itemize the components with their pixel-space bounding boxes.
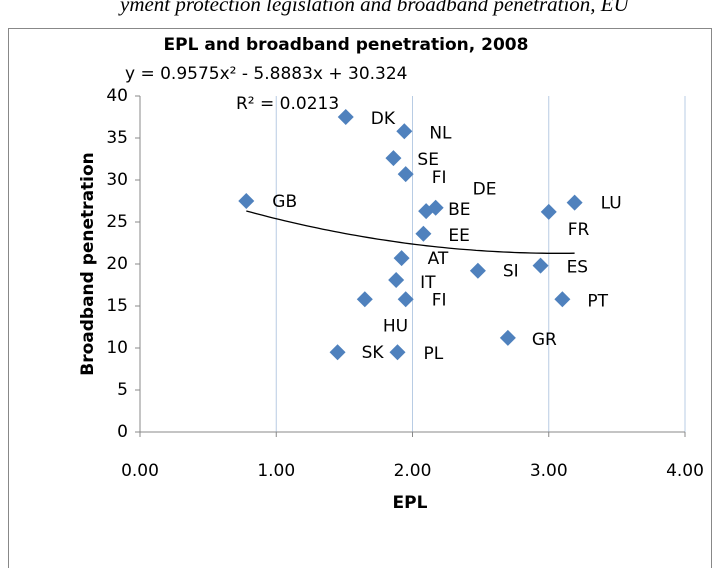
y-tick-label: 0 [117,422,128,442]
point [397,291,414,308]
point [337,109,354,125]
point-label: SI [503,262,519,282]
point-label: FI [432,290,447,310]
point [566,194,583,211]
point-label: PL [424,344,444,364]
r-squared: R² = 0.0213 [236,94,339,114]
point-label: DE [473,180,497,200]
y-tick-label: 20 [106,254,128,274]
point-label: IT [420,273,436,293]
point [356,291,373,308]
point-label: PT [587,291,608,311]
point [385,150,402,167]
point-label: FR [568,220,590,240]
x-axis-label: EPL [393,493,428,513]
x-tick-label: 0.00 [121,461,159,481]
y-tick-label: 10 [106,338,128,358]
y-tick-label: 25 [106,212,128,232]
point [389,344,406,361]
point [329,344,346,361]
y-axis-label: Broadband penetration [78,152,98,376]
point [532,257,549,274]
point [499,329,516,346]
trend-equation: y = 0.9575x² - 5.8883x + 30.324 [125,64,408,84]
point-label: EE [448,226,469,246]
point [397,166,414,183]
point [554,291,571,308]
point [393,250,410,267]
caption: yment protection legislation and broadba… [118,0,631,16]
x-tick-label: 3.00 [530,461,568,481]
chart-title: EPL and broadband penetration, 2008 [164,35,529,55]
point-label: LU [601,194,622,214]
point [415,225,432,242]
point-label: GB [272,192,297,212]
point-label: ES [567,258,589,278]
point-label: NL [429,123,452,143]
y-tick-label: 35 [106,128,128,148]
y-tick-label: 40 [106,86,128,106]
point-label: GR [532,330,557,350]
point-label: FI [432,168,447,188]
point [540,203,557,220]
point [469,262,486,279]
point [238,193,255,209]
point-label: SE [417,150,439,170]
x-tick-label: 1.00 [257,461,295,481]
x-tick-label: 2.00 [394,461,432,481]
x-tick-label: 4.00 [666,461,704,481]
y-tick-label: 15 [106,296,128,316]
point [388,271,405,288]
trendline [246,210,575,254]
point-label: BE [448,200,470,220]
point-label: DK [371,109,396,129]
point [418,203,435,220]
point-label: AT [428,249,449,269]
point-label: SK [362,343,385,363]
y-tick-label: 5 [117,380,128,400]
point [396,123,413,140]
y-tick-label: 30 [106,170,128,190]
point-label: HU [383,316,408,336]
